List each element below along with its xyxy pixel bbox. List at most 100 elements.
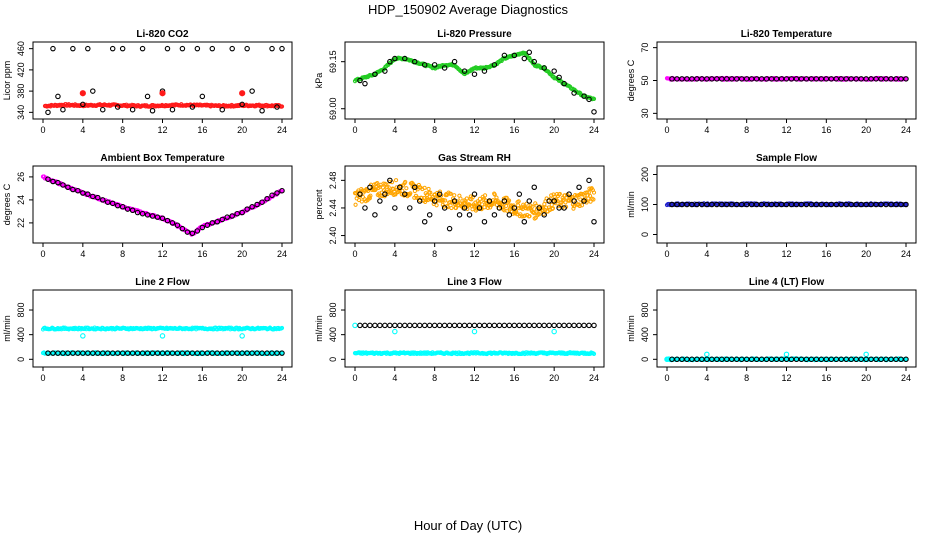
plot-frame <box>656 289 917 368</box>
data-point <box>506 322 513 329</box>
x-tick-label: 20 <box>861 125 871 135</box>
y-tick-label: 200 <box>640 167 650 182</box>
data-point <box>481 322 488 329</box>
series-markers <box>352 322 557 335</box>
data-point <box>873 76 879 82</box>
data-point <box>748 76 755 82</box>
data-point <box>758 201 765 208</box>
data-point <box>524 201 529 206</box>
x-tick-label: 24 <box>901 249 911 259</box>
data-point <box>863 356 869 363</box>
data-point <box>577 203 582 209</box>
data-point <box>536 205 542 211</box>
x-tick-label: 16 <box>197 249 207 259</box>
y-tick-label: 70 <box>640 43 650 53</box>
data-point <box>823 356 830 363</box>
data-point <box>561 80 567 87</box>
y-tick-label: 2.40 <box>328 227 338 245</box>
data-point <box>372 212 378 218</box>
data-point <box>556 205 562 211</box>
y-tick-label: 340 <box>16 105 26 120</box>
x-tick-label: 4 <box>80 373 85 383</box>
data-point <box>532 210 537 216</box>
y-tick-label: 0 <box>640 357 650 362</box>
data-point <box>758 76 765 82</box>
data-point <box>372 322 378 329</box>
data-point <box>888 201 894 208</box>
panel-sample_flow: Sample Flow ml/min 0 100 200 0 4 8 12 16 20 24 <box>626 153 917 259</box>
data-point <box>531 322 537 329</box>
data-point <box>124 350 131 356</box>
data-point <box>838 201 845 208</box>
data-point <box>588 199 593 204</box>
data-point <box>392 322 398 329</box>
data-point <box>501 52 508 59</box>
x-tick-label: 16 <box>821 249 831 259</box>
data-point <box>733 356 740 363</box>
data-point <box>279 104 285 109</box>
data-point <box>259 108 265 114</box>
panel-line2: Line 2 Flow ml/min 0 400 800 0 4 8 12 16 20 24 <box>2 277 293 383</box>
data-point <box>551 68 557 74</box>
panel-title: Line 2 Flow <box>135 277 190 288</box>
data-point <box>773 356 780 363</box>
x-tick-label: 20 <box>237 249 247 259</box>
data-point <box>813 76 820 82</box>
data-point <box>778 356 785 363</box>
data-point <box>556 74 562 81</box>
y-tick-label: 0 <box>640 232 650 237</box>
data-point <box>768 356 775 363</box>
data-point <box>719 201 725 208</box>
data-point <box>878 76 884 82</box>
data-point <box>719 356 725 363</box>
data-point <box>144 212 151 218</box>
x-tick-label: 16 <box>509 373 519 383</box>
data-point <box>408 191 413 196</box>
series-hourly <box>357 49 597 115</box>
y-tick-label: 380 <box>16 84 26 99</box>
x-tick-label: 16 <box>821 373 831 383</box>
data-point <box>382 191 388 197</box>
data-point <box>748 201 755 208</box>
data-point <box>833 76 840 82</box>
data-point <box>85 45 91 52</box>
series-hourly <box>357 322 597 329</box>
data-point <box>689 201 695 208</box>
data-point <box>387 177 393 184</box>
data-point <box>504 195 509 200</box>
data-point <box>903 201 909 208</box>
x-tick-label: 4 <box>704 125 709 135</box>
data-point <box>119 204 126 210</box>
y-tick-label: 30 <box>640 108 650 118</box>
data-point <box>184 350 191 356</box>
data-point <box>411 58 418 65</box>
data-point <box>828 356 835 363</box>
data-point <box>524 206 529 211</box>
data-point <box>733 76 740 82</box>
data-point <box>576 184 582 191</box>
data-point <box>194 45 201 52</box>
data-point <box>403 179 408 185</box>
data-point <box>104 199 111 205</box>
data-point <box>279 351 285 356</box>
data-point <box>149 350 156 356</box>
data-point <box>353 202 358 207</box>
data-point <box>411 322 418 329</box>
data-point <box>60 106 66 113</box>
x-tick-label: 20 <box>237 125 247 135</box>
data-point <box>581 93 587 99</box>
data-point <box>753 356 760 363</box>
data-point <box>234 350 240 356</box>
data-point <box>392 55 398 62</box>
x-tick-label: 8 <box>744 249 749 259</box>
data-point <box>471 322 478 329</box>
x-tick-label: 16 <box>197 125 207 135</box>
data-point <box>486 322 493 329</box>
data-point <box>174 350 181 356</box>
data-point <box>689 356 695 363</box>
x-tick-label: 24 <box>277 125 287 135</box>
x-tick-label: 0 <box>352 249 357 259</box>
data-point <box>402 191 408 197</box>
data-point <box>803 356 810 363</box>
data-point <box>428 190 433 195</box>
